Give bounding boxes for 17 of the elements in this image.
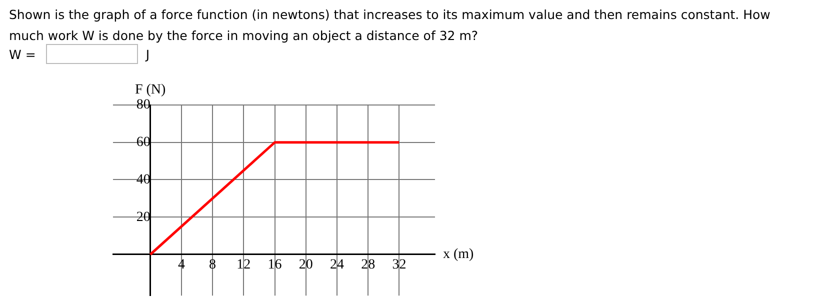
x-tick-label: 24	[330, 258, 344, 273]
y-tick-label: 20	[136, 210, 150, 225]
x-tick-label: 32	[392, 258, 406, 273]
chart-title: Shown is the graph of a force function (in newtons) that increases to its maximum value and then remains constant. How much work W is done by the force in moving an object a distance of 32 m?	[9, 6, 772, 45]
x-axis-title: x (m)	[443, 247, 474, 262]
y-axis-title: F (N)	[134, 82, 166, 98]
y-tick-label: 40	[136, 172, 150, 188]
text: J	[146, 46, 150, 62]
y-tick-label: 60	[136, 135, 150, 150]
x-tick-label: 20	[298, 258, 313, 273]
x-tick-label: 8	[209, 258, 216, 273]
x-tick-label: 12	[236, 258, 251, 273]
y-tick-label: 80	[136, 98, 150, 113]
x-tick-label: 16	[268, 258, 282, 273]
text: W =	[9, 46, 36, 62]
x-tick-label: 4	[178, 258, 185, 273]
x-tick-label: 28	[361, 258, 376, 273]
